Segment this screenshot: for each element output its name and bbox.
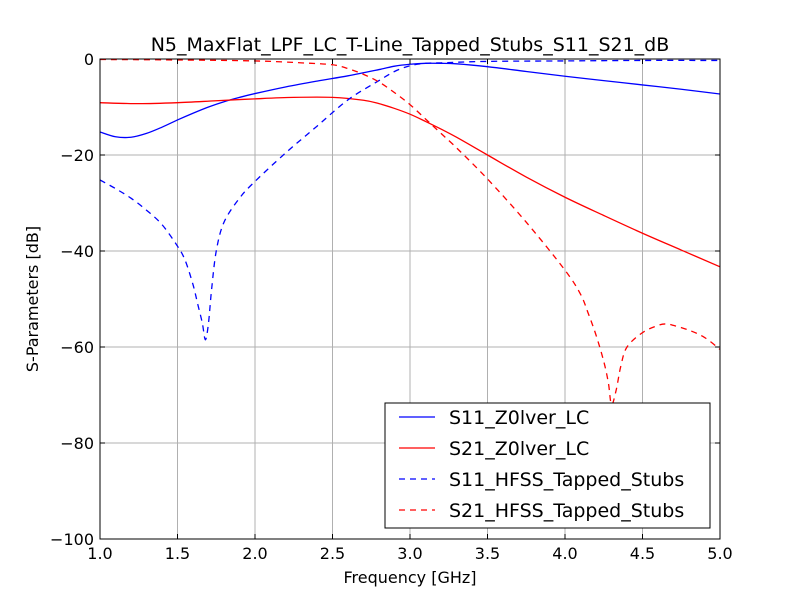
series-line-s11-hfss-tapped-stubs — [100, 59, 720, 341]
x-tick-label: 2.0 — [242, 544, 267, 563]
legend-label-s21-z0lver-lc: S21_Z0lver_LC — [449, 438, 589, 460]
y-axis-label: S-Parameters [dB] — [23, 226, 42, 372]
legend-label-s21-hfss-tapped-stubs: S21_HFSS_Tapped_Stubs — [449, 500, 684, 522]
y-tick-label: −60 — [60, 338, 94, 357]
x-tick-label: 4.5 — [630, 544, 655, 563]
x-tick-label: 1.0 — [87, 544, 112, 563]
legend: S11_Z0lver_LC S21_Z0lver_LC S11_HFSS_Tappe… — [384, 402, 711, 529]
y-tick-label: −80 — [60, 434, 94, 453]
x-tick-label: 3.5 — [475, 544, 500, 563]
x-tick-label: 5.0 — [707, 544, 732, 563]
legend-label-s11-z0lver-lc: S11_Z0lver_LC — [449, 407, 589, 429]
y-tick-label: −100 — [50, 530, 94, 549]
x-axis-label: Frequency [GHz] — [343, 568, 476, 587]
x-tick-label: 3.0 — [397, 544, 422, 563]
y-tick-label: 0 — [84, 50, 94, 69]
axis-ticks: 1.0 1.5 2.0 2.5 3.0 3.5 4.0 4.5 5.0 0 −20 −40 −60 −80… — [50, 50, 733, 563]
chart-title: N5_MaxFlat_LPF_LC_T-Line_Tapped_Stubs_S1… — [151, 34, 670, 56]
legend-box — [384, 402, 711, 529]
series-line-s21-z0lver-lc — [100, 96, 720, 268]
y-tick-label: −40 — [60, 242, 94, 261]
x-tick-label: 4.0 — [552, 544, 577, 563]
y-tick-label: −20 — [60, 146, 94, 165]
x-tick-label: 1.5 — [165, 544, 190, 563]
series-line-s21-hfss-tapped-stubs — [100, 59, 720, 406]
series-layer — [100, 59, 720, 406]
x-tick-label: 2.5 — [320, 544, 345, 563]
series-line-s11-z0lver-lc — [100, 62, 720, 139]
legend-label-s11-hfss-tapped-stubs: S11_HFSS_Tapped_Stubs — [449, 469, 684, 491]
